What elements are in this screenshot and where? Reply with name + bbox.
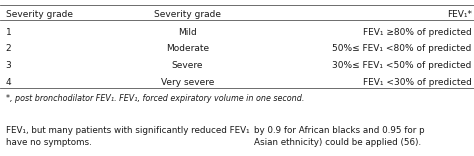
- Text: by 0.9 for African blacks and 0.95 for p
Asian ethnicity) could be applied (56).: by 0.9 for African blacks and 0.95 for p…: [254, 126, 424, 147]
- Text: Severity grade: Severity grade: [154, 10, 221, 19]
- Text: Very severe: Very severe: [161, 78, 214, 87]
- Text: Moderate: Moderate: [166, 44, 209, 54]
- Text: 3: 3: [6, 61, 11, 70]
- Text: Severity grade: Severity grade: [6, 10, 73, 19]
- Text: 4: 4: [6, 78, 11, 87]
- Text: 50%≤ FEV₁ <80% of predicted: 50%≤ FEV₁ <80% of predicted: [332, 44, 472, 54]
- Text: FEV₁ <30% of predicted: FEV₁ <30% of predicted: [363, 78, 472, 87]
- Text: Severe: Severe: [172, 61, 203, 70]
- Text: FEV₁*: FEV₁*: [447, 10, 472, 19]
- Text: 30%≤ FEV₁ <50% of predicted: 30%≤ FEV₁ <50% of predicted: [332, 61, 472, 70]
- Text: 1: 1: [6, 28, 11, 37]
- Text: Mild: Mild: [178, 28, 197, 37]
- Text: 2: 2: [6, 44, 11, 54]
- Text: *, post bronchodilator FEV₁. FEV₁, forced expiratory volume in one second.: *, post bronchodilator FEV₁. FEV₁, force…: [6, 94, 304, 103]
- Text: FEV₁, but many patients with significantly reduced FEV₁
have no symptoms.: FEV₁, but many patients with significant…: [6, 126, 249, 147]
- Text: FEV₁ ≥80% of predicted: FEV₁ ≥80% of predicted: [363, 28, 472, 37]
